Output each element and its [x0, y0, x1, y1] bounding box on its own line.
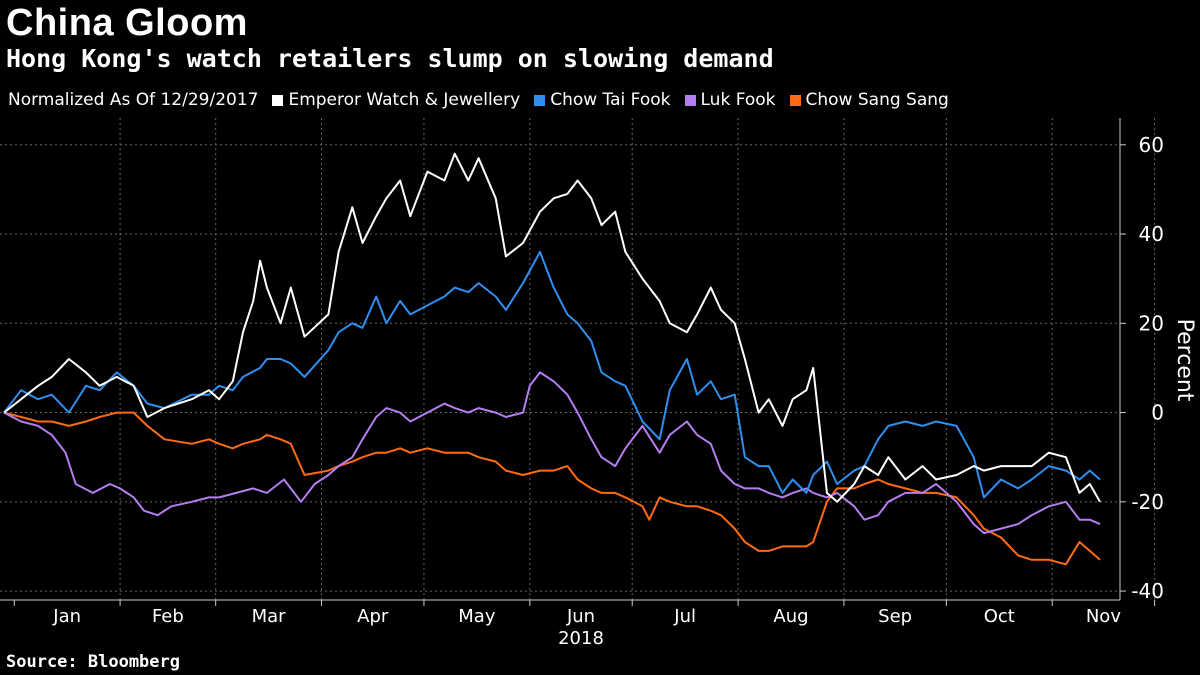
legend-swatch-chow-tai-fook: [534, 94, 546, 106]
x-tick-label-apr: Apr: [357, 606, 389, 627]
series-line-emperor-watch-jewellery: [3, 152, 1101, 503]
chart-title: China Gloom: [6, 2, 248, 44]
legend-text-emperor: Emperor Watch & Jewellery: [288, 90, 521, 110]
legend-swatch-luk-fook: [684, 94, 696, 106]
legend-item-luk-fook: Luk Fook: [684, 90, 776, 110]
x-tick-label-oct: Oct: [984, 606, 1015, 627]
legend-item-emperor: Emperor Watch & Jewellery: [272, 90, 520, 110]
y-tick-label--40: -40: [1131, 579, 1164, 603]
y-tick-label-60: 60: [1139, 133, 1164, 157]
y-tick-label-40: 40: [1139, 222, 1164, 246]
legend-text-luk-fook: Luk Fook: [700, 90, 776, 110]
y-tick-label--20: -20: [1131, 490, 1164, 514]
series-line-chow-sang-sang: [3, 411, 1101, 566]
legend-swatch-emperor: [272, 94, 284, 106]
legend-item-chow-sang-sang: Chow Sang Sang: [789, 90, 949, 110]
x-tick-label-jul: Jul: [673, 606, 696, 627]
y-axis-label: Percent: [1172, 319, 1197, 402]
x-tick-label-jan: Jan: [52, 606, 81, 627]
legend: Normalized As Of 12/29/2017 Emperor Watc…: [8, 90, 963, 110]
y-tick-label-0: 0: [1151, 401, 1164, 425]
x-tick-label-feb: Feb: [152, 606, 184, 627]
chart-subtitle: Hong Kong's watch retailers slump on slo…: [6, 44, 774, 73]
y-tick-label-20: 20: [1139, 311, 1164, 335]
x-tick-label-jun: Jun: [566, 606, 595, 627]
source-note: Source: Bloomberg: [6, 652, 180, 672]
series-line-luk-fook: [3, 371, 1101, 535]
legend-normalized-label: Normalized As Of 12/29/2017: [8, 90, 259, 110]
x-tick-label-may: May: [458, 606, 496, 627]
series-line-chow-tai-fook: [3, 250, 1101, 499]
x-tick-label-aug: Aug: [773, 606, 808, 627]
x-axis-year-label: 2018: [558, 628, 604, 649]
x-tick-label-sep: Sep: [878, 606, 912, 627]
x-tick-label-mar: Mar: [252, 606, 287, 627]
x-tick-label-nov: Nov: [1086, 606, 1121, 627]
legend-swatch-chow-sang-sang: [789, 94, 801, 106]
legend-text-chow-tai-fook: Chow Tai Fook: [550, 90, 671, 110]
legend-item-chow-tai-fook: Chow Tai Fook: [534, 90, 671, 110]
legend-text-chow-sang-sang: Chow Sang Sang: [805, 90, 949, 110]
